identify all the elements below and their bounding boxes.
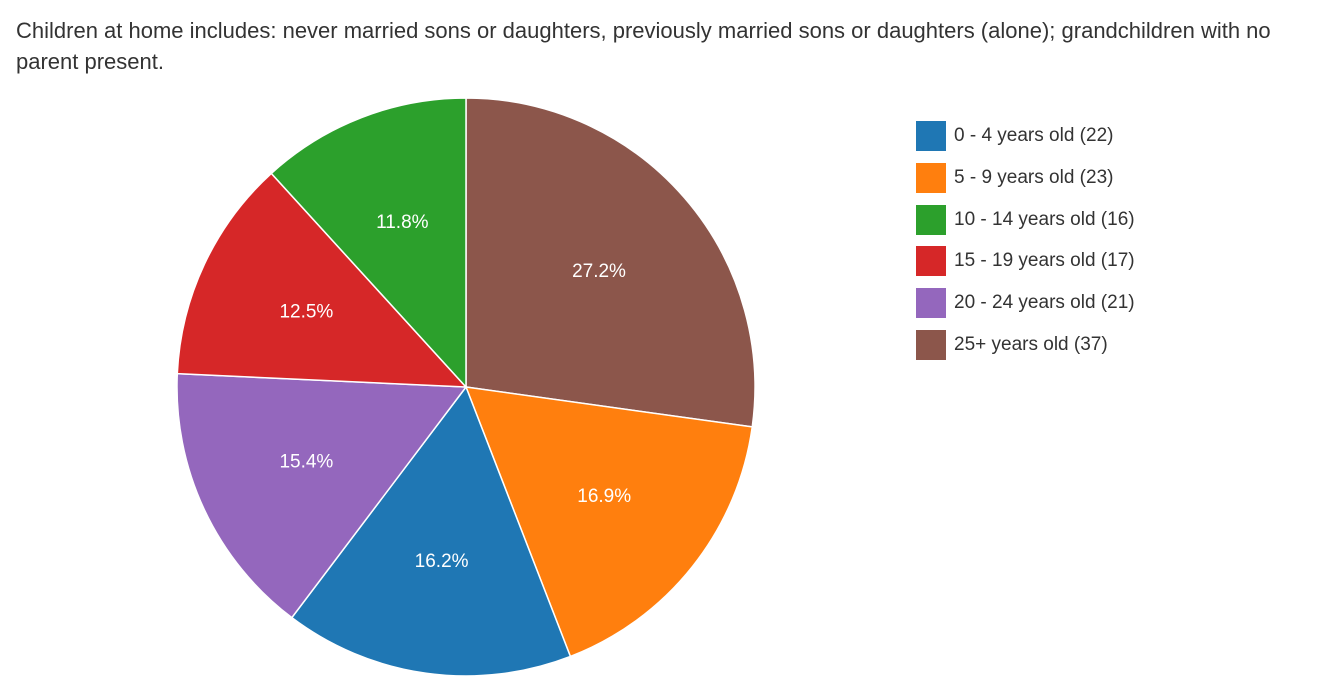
pie-slice-5-9-years-old[interactable] [464,386,754,658]
slice-percent-label: 11.8% [376,212,429,233]
chart-legend: 0 - 4 years old (22) 5 - 9 years old (23)… [916,121,1135,372]
slice-percent-label: 27.2% [572,261,626,282]
legend-swatch [916,246,946,277]
legend-label: 10 - 14 years old (16) [954,208,1135,230]
slice-percent-label: 16.2% [415,551,469,572]
legend-item[interactable]: 25+ years old (37) [916,329,1135,360]
legend-item[interactable]: 10 - 14 years old (16) [916,204,1135,235]
legend-item[interactable]: 5 - 9 years old (23) [916,162,1135,193]
pie-slice-15-19-years-old[interactable] [176,172,468,388]
legend-label: 15 - 19 years old (17) [954,250,1135,272]
pie-slice-0-4-years-old[interactable] [290,385,572,677]
slice-percent-label: 15.4% [279,451,333,472]
legend-item[interactable]: 15 - 19 years old (17) [916,246,1135,277]
pie-slice-25-years-old[interactable] [465,97,756,428]
legend-label: 20 - 24 years old (21) [954,292,1135,314]
legend-label: 0 - 4 years old (22) [954,125,1114,146]
legend-swatch [916,288,946,319]
legend-label: 25+ years old (37) [954,333,1108,355]
slice-percent-label: 16.9% [577,486,631,507]
legend-swatch [916,121,946,151]
legend-label: 5 - 9 years old (23) [954,166,1114,188]
legend-swatch [916,162,946,193]
legend-swatch [916,329,946,360]
chart-title: Children at home includes: never married… [16,18,1271,74]
legend-item[interactable]: 20 - 24 years old (21) [916,288,1135,319]
pie-slice-10-14-years-old[interactable] [270,97,467,389]
pie-slice-20-24-years-old[interactable] [176,372,468,619]
legend-swatch [916,204,946,235]
slice-percent-label: 12.5% [279,302,333,323]
legend-item[interactable]: 0 - 4 years old (22) [916,121,1135,151]
